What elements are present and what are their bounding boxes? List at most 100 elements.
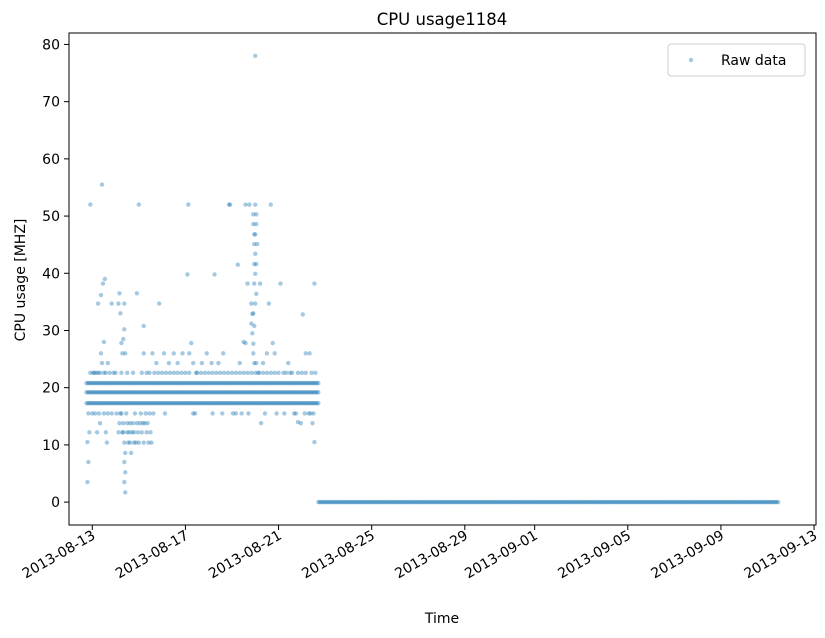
data-point: [128, 450, 134, 456]
data-point: [639, 499, 645, 505]
data-point: [88, 202, 93, 207]
data-point: [254, 261, 259, 267]
data-point: [723, 499, 728, 505]
data-point: [227, 390, 233, 395]
data-point: [142, 420, 147, 426]
data-point: [194, 380, 200, 386]
data-point: [358, 499, 363, 505]
data-point: [165, 380, 170, 386]
data-point: [519, 499, 525, 505]
data-point: [310, 420, 315, 426]
data-point: [190, 360, 196, 366]
data-points: [84, 53, 781, 505]
data-point: [272, 370, 277, 376]
data-point: [95, 370, 101, 376]
data-point: [126, 390, 131, 395]
data-point: [147, 400, 152, 406]
data-point: [150, 390, 155, 395]
data-point: [241, 390, 246, 395]
data-point: [310, 390, 315, 395]
data-point: [217, 400, 222, 406]
data-point: [136, 390, 142, 395]
data-point: [217, 390, 222, 395]
data-point: [274, 390, 279, 395]
data-point: [323, 499, 329, 505]
data-point: [186, 202, 191, 207]
data-point: [647, 499, 652, 505]
data-point: [197, 400, 203, 406]
data-point: [210, 411, 215, 416]
data-point: [253, 251, 258, 257]
data-point: [252, 261, 257, 267]
data-point: [93, 400, 98, 406]
data-point: [93, 380, 98, 386]
data-point: [278, 380, 284, 386]
data-point: [308, 400, 314, 406]
data-point: [581, 499, 586, 505]
data-point: [232, 400, 237, 406]
data-point: [766, 499, 772, 505]
data-point: [236, 400, 242, 406]
data-point: [291, 411, 297, 416]
data-point: [735, 499, 740, 505]
data-point: [280, 400, 285, 406]
data-point: [243, 202, 248, 207]
data-point: [672, 499, 678, 505]
data-point: [135, 430, 141, 435]
data-point: [85, 439, 90, 445]
data-point: [477, 499, 483, 505]
data-point: [677, 499, 682, 505]
data-point: [141, 440, 146, 445]
data-point: [740, 499, 745, 505]
data-point: [255, 241, 260, 247]
data-point: [101, 339, 107, 345]
data-point: [123, 470, 128, 475]
data-point: [251, 311, 256, 316]
data-point: [708, 499, 713, 505]
data-point: [296, 390, 302, 395]
data-point: [101, 370, 107, 376]
data-point: [212, 390, 218, 395]
data-point: [609, 499, 615, 505]
data-point: [284, 370, 289, 376]
data-point: [282, 411, 287, 416]
data-point: [135, 390, 140, 395]
data-point: [343, 499, 348, 505]
data-point: [123, 400, 128, 406]
data-point: [671, 499, 676, 505]
data-point: [94, 430, 100, 435]
data-point: [142, 390, 147, 395]
data-point: [513, 499, 519, 505]
data-point: [96, 390, 101, 395]
data-point: [250, 311, 255, 317]
data-point: [151, 380, 156, 386]
data-point: [394, 499, 399, 505]
data-point: [120, 400, 125, 406]
data-point: [121, 380, 127, 386]
data-point: [603, 499, 609, 505]
data-point: [260, 360, 266, 366]
data-point: [257, 400, 263, 406]
data-point: [450, 499, 456, 505]
data-point: [304, 390, 309, 395]
data-point: [573, 499, 579, 505]
data-point: [302, 380, 308, 386]
data-point: [175, 380, 180, 386]
data-point: [287, 380, 293, 386]
data-point: [203, 400, 209, 406]
data-point: [587, 499, 592, 505]
data-point: [90, 390, 95, 395]
data-point: [98, 351, 104, 356]
data-point: [136, 440, 142, 445]
data-point: [618, 499, 624, 505]
data-point: [686, 499, 691, 505]
data-point: [185, 380, 191, 386]
data-point: [162, 400, 167, 406]
data-point: [88, 380, 94, 386]
data-point: [705, 499, 710, 505]
data-point: [239, 380, 245, 386]
data-point: [270, 340, 275, 346]
data-point: [132, 380, 137, 386]
data-point: [259, 380, 264, 386]
data-point: [122, 479, 127, 485]
